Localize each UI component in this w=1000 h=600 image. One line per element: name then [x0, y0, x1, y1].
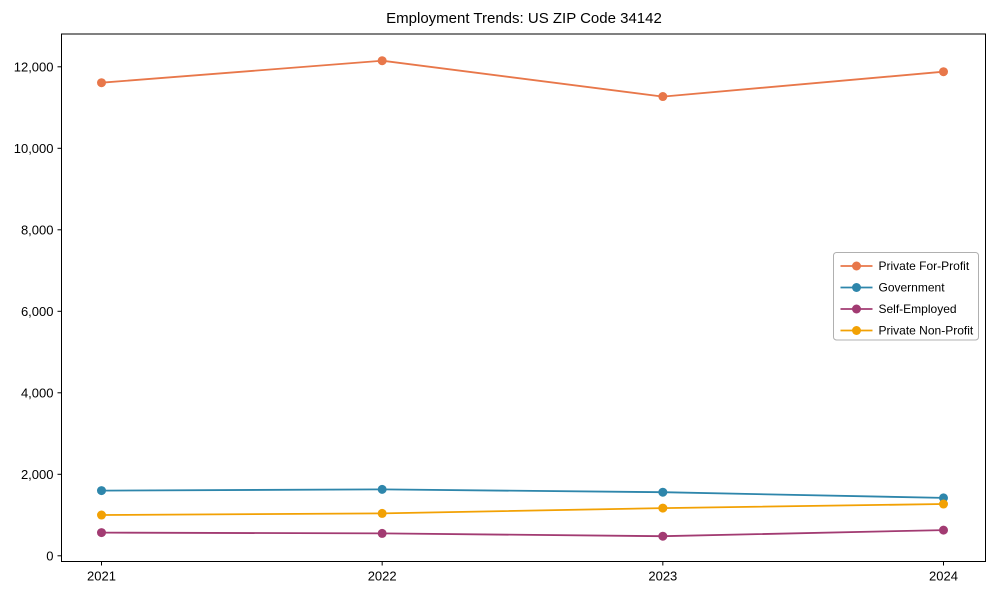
- chart-title: Employment Trends: US ZIP Code 34142: [386, 10, 662, 27]
- x-tick-label: 2023: [648, 569, 677, 584]
- data-point-marker: [939, 525, 948, 535]
- data-point-marker: [658, 92, 668, 102]
- x-tick-label: 2022: [368, 569, 397, 584]
- y-tick-label: 6,000: [21, 304, 54, 319]
- y-tick-label: 2,000: [21, 467, 54, 482]
- y-tick-label: 12,000: [14, 59, 54, 74]
- legend-marker-icon: [852, 261, 861, 271]
- data-point-marker: [377, 508, 387, 518]
- data-point-marker: [377, 528, 387, 538]
- legend-marker-icon: [852, 304, 861, 314]
- x-tick-label: 2021: [87, 569, 116, 584]
- data-point-marker: [97, 510, 106, 520]
- x-tick-label: 2024: [929, 569, 958, 584]
- y-tick-label: 4,000: [21, 385, 54, 400]
- data-point-marker: [97, 78, 106, 88]
- series-line: [100, 488, 945, 499]
- data-point-marker: [658, 487, 668, 497]
- data-point-marker: [97, 486, 106, 496]
- y-tick-label: 10,000: [14, 141, 54, 156]
- legend-marker-icon: [852, 326, 861, 335]
- legend-item-label: Private Non-Profit: [879, 324, 974, 338]
- legend-item-label: Government: [879, 281, 946, 295]
- y-tick-label: 8,000: [21, 222, 54, 237]
- legend-marker-icon: [852, 283, 861, 292]
- data-point-marker: [658, 503, 668, 513]
- legend-box: [833, 252, 979, 341]
- plot-border: [61, 33, 986, 562]
- data-point-marker: [939, 499, 948, 509]
- data-point-marker: [377, 56, 387, 66]
- data-point-marker: [658, 531, 668, 541]
- data-point-marker: [377, 484, 387, 494]
- series-line: [100, 503, 945, 516]
- series-line: [100, 59, 945, 98]
- data-point-marker: [97, 528, 106, 538]
- series-line: [100, 529, 945, 538]
- data-point-marker: [939, 67, 948, 77]
- legend-item-label: Private For-Profit: [879, 259, 970, 273]
- y-tick-label: 0: [46, 548, 53, 563]
- legend-item-label: Self-Employed: [879, 302, 957, 316]
